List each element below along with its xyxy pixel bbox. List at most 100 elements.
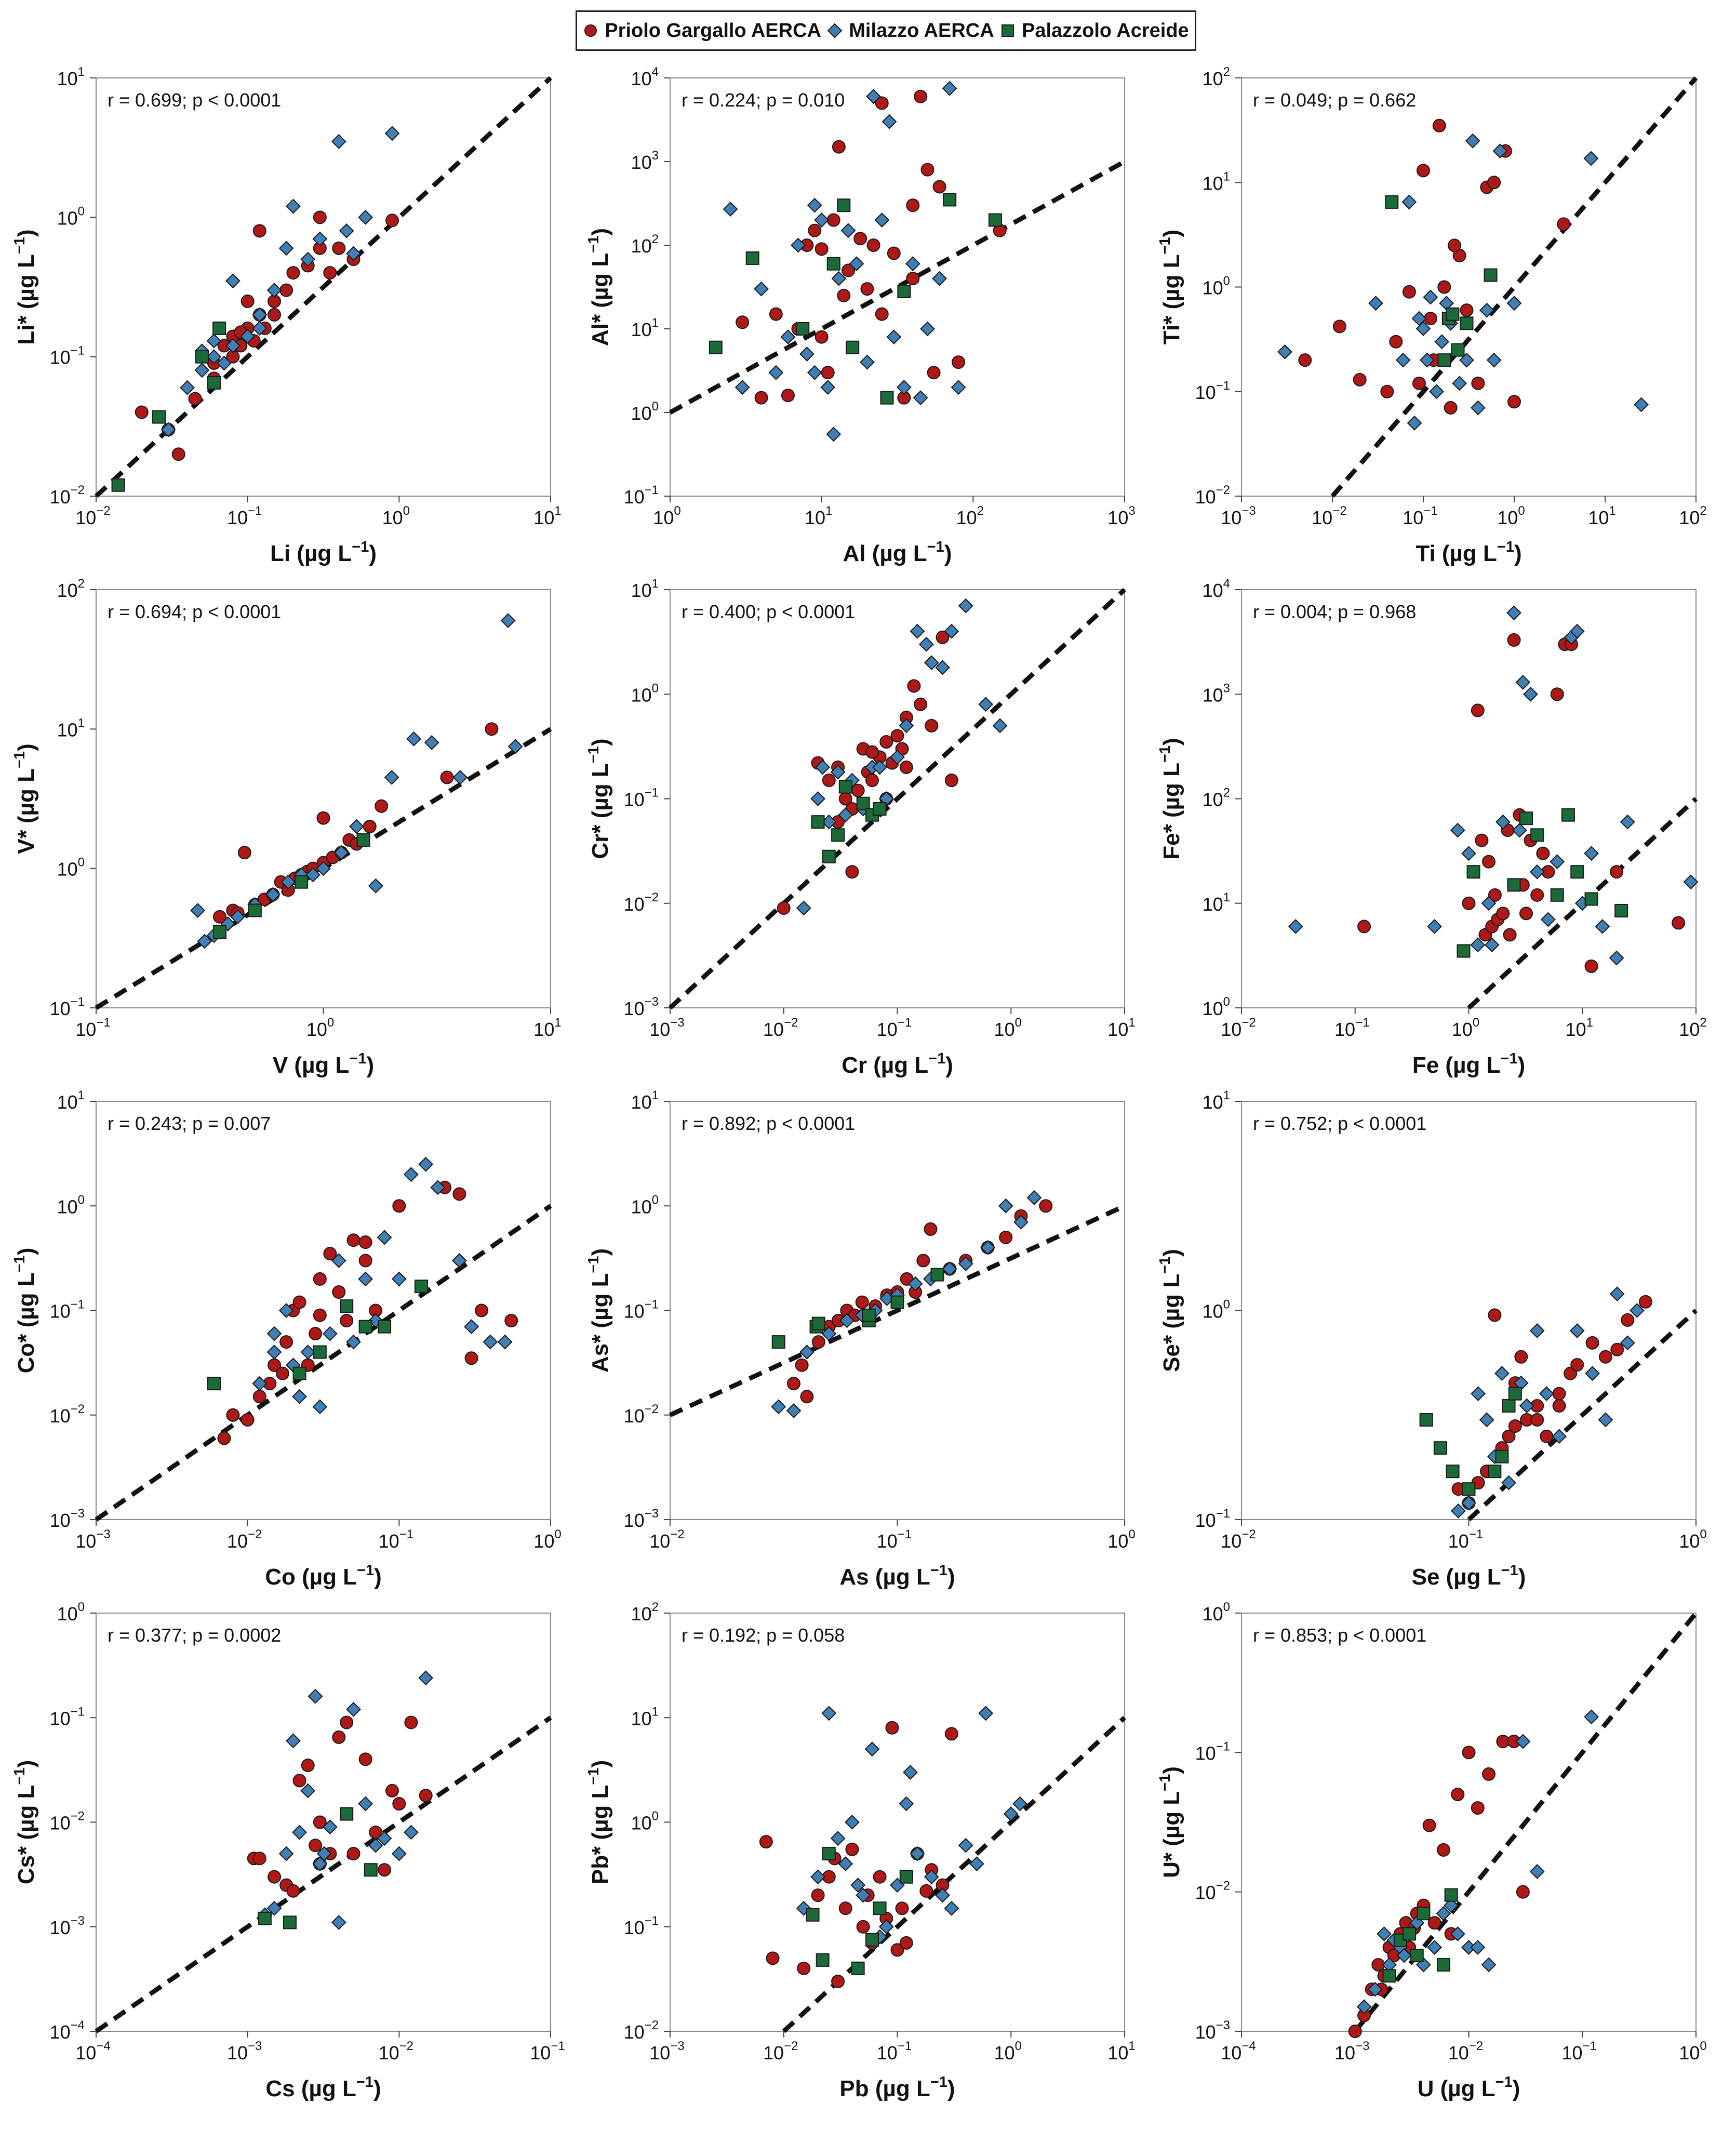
y-tick-label: 100	[57, 856, 85, 880]
data-point-milazzo	[1506, 605, 1521, 621]
data-point-priolo	[821, 366, 835, 380]
data-point-palazzolo	[1550, 888, 1564, 902]
x-tick-label: 103	[1107, 504, 1135, 528]
data-point-palazzolo	[822, 849, 836, 863]
data-point-priolo	[301, 1759, 315, 1773]
data-point-priolo	[936, 630, 950, 644]
y-tick-label: 10−1	[1195, 1507, 1230, 1531]
data-point-milazzo	[771, 1399, 786, 1415]
data-point-milazzo	[942, 1261, 957, 1276]
data-point-milazzo	[190, 903, 206, 918]
data-point-priolo	[845, 1842, 859, 1856]
data-point-priolo	[932, 180, 946, 194]
series-milazzo	[1356, 1709, 1599, 2015]
data-point-milazzo	[890, 750, 905, 765]
x-axis-title: Co (µg L−1)	[265, 1562, 382, 1590]
data-point-priolo	[831, 1974, 845, 1988]
data-point-milazzo	[346, 246, 361, 261]
x-axis-title: Al (µg L−1)	[843, 539, 952, 566]
data-point-priolo	[475, 1303, 489, 1317]
x-tick-label: 100	[533, 1527, 561, 1552]
data-point-palazzolo	[899, 1870, 913, 1884]
data-point-milazzo	[358, 1796, 373, 1812]
data-point-palazzolo	[1466, 865, 1480, 879]
series-milazzo	[1277, 133, 1649, 431]
x-axis-title: Cr (µg L−1)	[842, 1050, 953, 1078]
data-point-milazzo	[944, 1900, 959, 1916]
data-point-milazzo	[1450, 822, 1465, 838]
data-point-priolo	[1462, 1746, 1476, 1760]
y-tick-label: 10−2	[50, 1402, 85, 1427]
x-tick-label: 10−1	[379, 1527, 413, 1552]
data-point-milazzo	[331, 1253, 346, 1268]
data-point-palazzolo	[1507, 878, 1521, 892]
data-point-milazzo	[418, 1670, 434, 1686]
data-point-priolo	[1507, 395, 1521, 409]
data-point-milazzo	[958, 598, 973, 614]
y-tick-label: 101	[631, 316, 659, 340]
data-point-milazzo	[1529, 1864, 1545, 1879]
data-point-palazzolo	[796, 322, 810, 336]
x-tick-label: 100	[1452, 1016, 1479, 1040]
x-tick-label: 100	[994, 1016, 1022, 1040]
y-tick-label: 10−1	[50, 995, 85, 1019]
y-tick-label: 100	[57, 1600, 85, 1625]
data-point-priolo	[873, 1870, 887, 1884]
data-point-palazzolo	[709, 340, 723, 354]
y-axis-title: Se* (µg L−1)	[1157, 1249, 1184, 1372]
y-tick-label: 10−2	[624, 1402, 659, 1427]
correlation-stat: r = 0.853; p < 0.0001	[1253, 1625, 1426, 1646]
data-point-palazzolo	[811, 1316, 825, 1330]
data-point-milazzo	[1470, 1940, 1486, 1955]
data-point-priolo	[1475, 833, 1489, 847]
data-point-milazzo	[1396, 1948, 1412, 1963]
data-point-priolo	[899, 1936, 913, 1950]
data-point-milazzo	[230, 909, 246, 925]
data-point-priolo	[358, 1235, 372, 1249]
y-tick-label: 101	[631, 577, 659, 601]
data-point-priolo	[1348, 2025, 1362, 2038]
y-tick-label: 103	[1203, 681, 1230, 705]
data-point-milazzo	[910, 1846, 925, 1861]
data-point-palazzolo	[283, 1915, 297, 1929]
data-point-milazzo	[1584, 1709, 1599, 1725]
x-axis-title: Ti (µg L−1)	[1415, 539, 1521, 566]
data-point-priolo	[1530, 1413, 1544, 1427]
data-point-milazzo	[1459, 352, 1474, 368]
x-tick-label: 102	[956, 504, 984, 528]
data-point-milazzo	[1451, 1503, 1466, 1519]
reference-line	[1467, 1309, 1698, 1522]
data-point-priolo	[879, 735, 893, 749]
y-tick-label: 10−3	[624, 1507, 659, 1531]
data-point-palazzolo	[1508, 1387, 1522, 1401]
y-tick-label: 101	[57, 65, 85, 89]
x-tick-label: 100	[1107, 1527, 1135, 1552]
data-point-milazzo	[924, 655, 939, 671]
data-point-milazzo	[978, 1706, 994, 1721]
y-tick-label: 102	[1203, 786, 1230, 810]
data-point-priolo	[1422, 1818, 1436, 1832]
data-point-priolo	[241, 1413, 255, 1427]
square-marker-icon	[1001, 24, 1014, 37]
data-point-milazzo	[500, 613, 516, 628]
data-point-milazzo	[814, 212, 830, 228]
data-point-palazzolo	[1446, 307, 1460, 321]
data-point-milazzo	[1683, 874, 1699, 890]
data-point-priolo	[217, 1431, 231, 1445]
data-point-milazzo	[1368, 296, 1383, 311]
data-point-palazzolo	[890, 1295, 904, 1309]
x-tick-label: 100	[1497, 504, 1525, 528]
data-point-priolo	[1552, 1387, 1566, 1401]
data-point-priolo	[340, 1715, 354, 1729]
data-point-priolo	[252, 1852, 266, 1866]
data-point-priolo	[292, 1774, 306, 1788]
data-point-milazzo	[252, 1376, 268, 1391]
data-point-priolo	[1672, 916, 1686, 930]
data-point-priolo	[316, 811, 330, 825]
data-point-priolo	[1610, 1342, 1624, 1356]
data-point-priolo	[925, 718, 939, 733]
data-point-milazzo	[882, 114, 897, 129]
data-point-priolo	[860, 282, 874, 296]
data-point-palazzolo	[258, 1911, 272, 1925]
data-point-milazzo	[980, 1240, 996, 1255]
